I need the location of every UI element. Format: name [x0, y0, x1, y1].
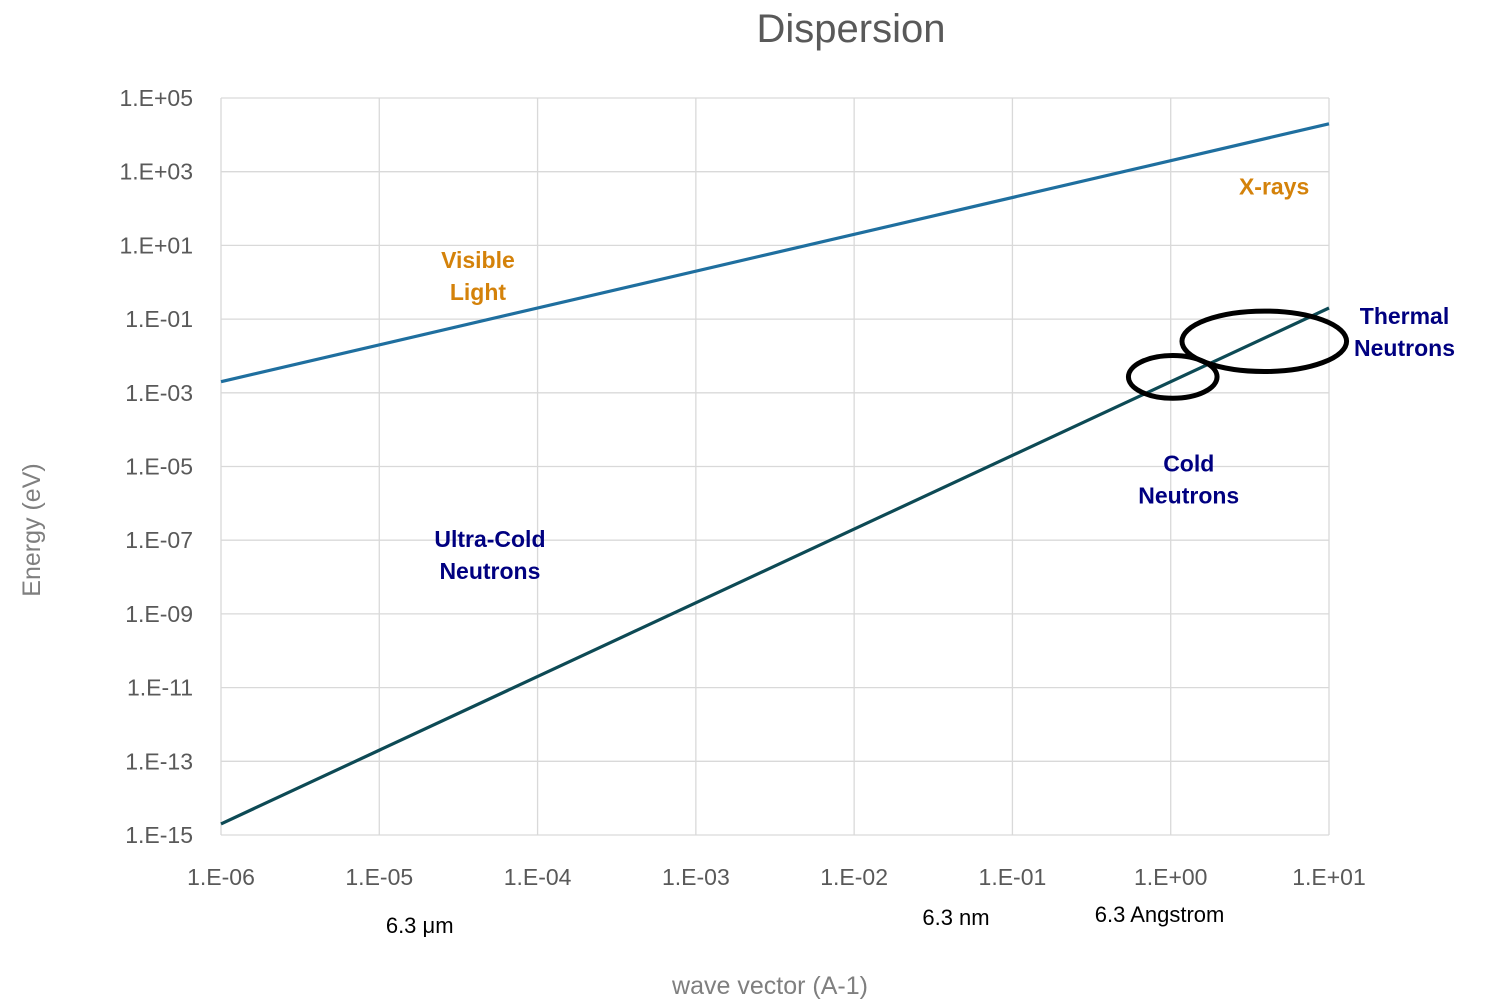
- x-axis-title: wave vector (A-1): [671, 972, 868, 1000]
- y-tick-label: 1.E-09: [125, 601, 193, 627]
- x-tick-label: 1.E-03: [662, 864, 730, 890]
- visible-light-label: Light: [450, 279, 507, 305]
- y-tick-label: 1.E+03: [119, 159, 193, 185]
- y-tick-label: 1.E-05: [125, 454, 193, 480]
- y-tick-label: 1.E+05: [119, 85, 193, 111]
- scale-notes: 6.3 μm 6.3 nm 6.3 Angstrom: [386, 902, 1225, 938]
- ultra-cold-neutrons-label: Neutrons: [439, 558, 540, 584]
- y-tick-label: 1.E-11: [127, 675, 193, 701]
- nanometer-scale-note: 6.3 nm: [922, 905, 989, 930]
- thermal-neutrons-circle: [1179, 308, 1350, 375]
- x-tick-label: 1.E-06: [187, 864, 255, 890]
- y-axis-title: Energy (eV): [18, 463, 46, 596]
- y-tick-label: 1.E+01: [119, 232, 193, 258]
- y-tick-label: 1.E-03: [125, 380, 193, 406]
- x-tick-label: 1.E+01: [1292, 864, 1366, 890]
- thermal-neutrons-label: Neutrons: [1354, 335, 1455, 361]
- y-tick-label: 1.E-15: [125, 822, 193, 848]
- x-tick-label: 1.E-05: [345, 864, 413, 890]
- y-tick-label: 1.E-01: [125, 306, 193, 332]
- x-tick-label: 1.E-04: [504, 864, 572, 890]
- ultra-cold-neutrons-label: Ultra-Cold: [434, 526, 545, 552]
- visible-light-label: Visible: [441, 247, 515, 273]
- y-tick-label: 1.E-07: [125, 527, 193, 553]
- region-annotations: Visible Light X-rays Thermal Neutrons Cold Neu…: [434, 173, 1455, 584]
- chart-title: Dispersion: [757, 7, 946, 51]
- micron-scale-note: 6.3 μm: [386, 913, 454, 938]
- x-tick-label: 1.E+00: [1134, 864, 1208, 890]
- photon-dispersion-line: [220, 122, 1330, 384]
- angstrom-scale-note: 6.3 Angstrom: [1095, 902, 1225, 927]
- cold-neutrons-circle: [1125, 353, 1220, 401]
- thermal-neutrons-label: Thermal: [1360, 303, 1449, 329]
- y-tick-label: 1.E-13: [125, 748, 193, 774]
- cold-neutrons-label: Neutrons: [1138, 482, 1239, 508]
- x-rays-label: X-rays: [1239, 173, 1309, 199]
- x-tick-label: 1.E-01: [979, 864, 1047, 890]
- gridlines: [220, 97, 1330, 836]
- cold-neutrons-label: Cold: [1163, 450, 1214, 476]
- tick-labels: 1.E-06 1.E-05 1.E-04 1.E-03 1.E-02 1.E-01 1.E+…: [119, 85, 1365, 890]
- x-tick-label: 1.E-02: [820, 864, 888, 890]
- neutron-dispersion-line: [220, 306, 1330, 826]
- highlight-circles: [1125, 308, 1350, 401]
